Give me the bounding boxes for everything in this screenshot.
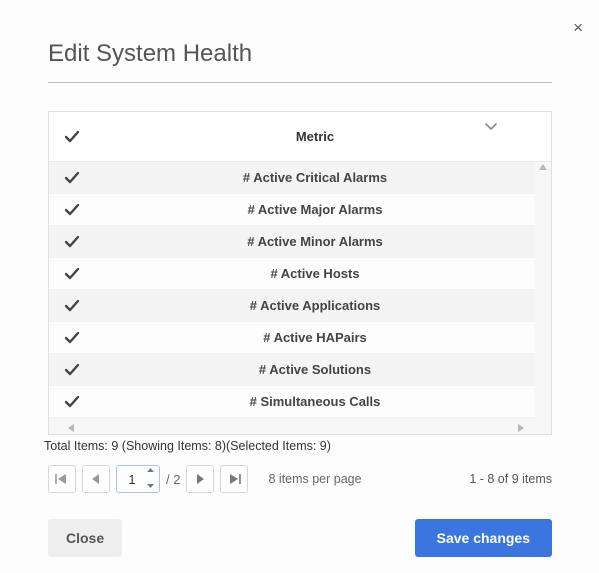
first-page-button[interactable] (48, 465, 76, 493)
select-all-checkbox[interactable] (49, 131, 95, 143)
metric-cell: # Active Solutions (95, 362, 535, 377)
grid-body: # Active Critical Alarms # Active Major A… (49, 162, 551, 418)
dialog-footer: Close Save changes (48, 519, 552, 557)
column-header-metric[interactable]: Metric (95, 129, 535, 144)
metric-cell: # Active Critical Alarms (95, 170, 535, 185)
vertical-scrollbar[interactable] (535, 162, 551, 418)
table-row[interactable]: # Active HAPairs (49, 322, 551, 354)
metric-cell: # Active Major Alarms (95, 202, 535, 217)
metrics-grid: Metric # Active Critical Alarms# Active … (48, 111, 552, 435)
status-text: Total Items: 9 (Showing Items: 8)(Select… (44, 439, 552, 453)
row-checkbox[interactable] (49, 364, 95, 376)
page-number-value: 1 (128, 472, 135, 487)
next-page-button[interactable] (186, 465, 214, 493)
close-button[interactable]: Close (48, 519, 122, 557)
pager: 1 / 2 8 items per page 1 - 8 of 9 items (48, 463, 552, 495)
scroll-left-icon (67, 420, 75, 438)
divider (48, 82, 552, 83)
dialog-title: Edit System Health (30, 14, 570, 82)
edit-system-health-dialog: Edit System Health Metric # Activ (30, 14, 570, 557)
save-changes-button[interactable]: Save changes (415, 519, 552, 557)
table-row[interactable]: # Active Critical Alarms (49, 162, 551, 194)
chevron-down-icon (485, 123, 497, 131)
row-checkbox[interactable] (49, 172, 95, 184)
metric-cell: # Active Applications (95, 298, 535, 313)
last-page-button[interactable] (220, 465, 248, 493)
metric-cell: # Active Minor Alarms (95, 234, 535, 249)
metric-cell: # Active Hosts (95, 266, 535, 281)
metric-cell: # Simultaneous Calls (95, 394, 535, 409)
total-pages-label: / 2 (166, 472, 180, 487)
row-checkbox[interactable] (49, 396, 95, 408)
row-checkbox[interactable] (49, 268, 95, 280)
horizontal-scrollbar[interactable] (49, 418, 551, 434)
metric-cell: # Active HAPairs (95, 330, 535, 345)
column-header-label: Metric (296, 129, 334, 144)
table-row[interactable]: # Active Minor Alarms (49, 226, 551, 258)
page-spinner-icon[interactable] (146, 468, 155, 488)
row-checkbox[interactable] (49, 332, 95, 344)
grid-header: Metric (49, 112, 551, 162)
items-per-page-label: 8 items per page (268, 472, 361, 486)
table-row[interactable]: # Active Hosts (49, 258, 551, 290)
page-number-input[interactable]: 1 (116, 465, 160, 493)
scroll-right-icon (517, 420, 525, 438)
row-checkbox[interactable] (49, 300, 95, 312)
table-row[interactable]: # Active Applications (49, 290, 551, 322)
scroll-up-icon (535, 163, 551, 171)
dialog-close-icon[interactable]: × (573, 18, 583, 38)
table-row[interactable]: # Active Major Alarms (49, 194, 551, 226)
row-checkbox[interactable] (49, 204, 95, 216)
table-row[interactable]: # Simultaneous Calls (49, 386, 551, 418)
row-checkbox[interactable] (49, 236, 95, 248)
table-row[interactable]: # Active Solutions (49, 354, 551, 386)
prev-page-button[interactable] (82, 465, 110, 493)
range-label: 1 - 8 of 9 items (469, 472, 552, 486)
